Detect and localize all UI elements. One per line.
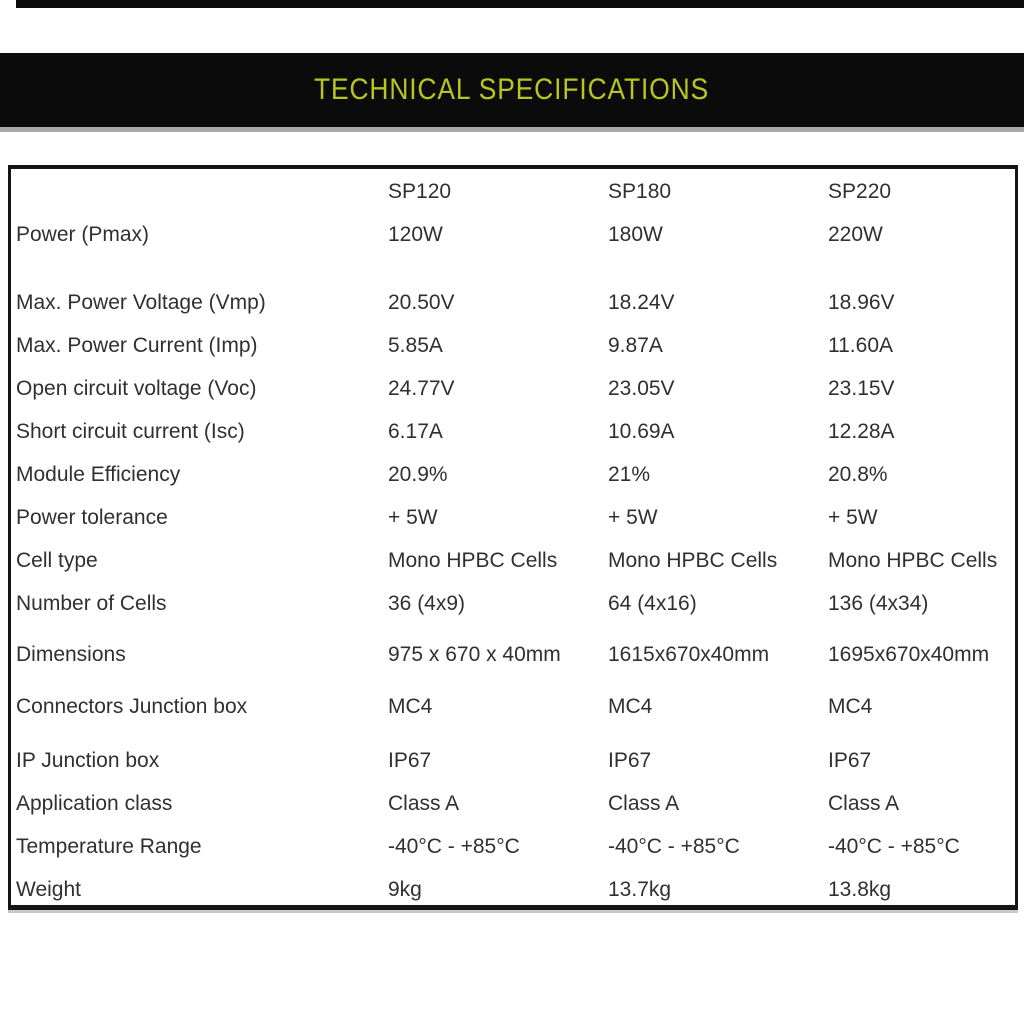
column-header-sp180: SP180 [608, 179, 672, 203]
table-row-cell-type: Cell type Mono HPBC Cells Mono HPBC Cell… [11, 539, 1015, 582]
page-title: TECHNICAL SPECIFICATIONS [314, 73, 710, 106]
spec-value: 120W [388, 222, 443, 246]
spec-label: Application class [16, 791, 173, 815]
table-row-max-power-voltage: Max. Power Voltage (Vmp) 20.50V 18.24V 1… [11, 281, 1015, 324]
spec-value: 20.8% [828, 462, 888, 486]
spec-value: + 5W [828, 505, 878, 529]
spec-value: Class A [388, 791, 460, 815]
spec-value: 24.77V [388, 376, 455, 400]
table-row-connectors-junction-box: Connectors Junction box MC4 MC4 MC4 [11, 685, 1015, 728]
table-row-module-efficiency: Module Efficiency 20.9% 21% 20.8% [11, 453, 1015, 496]
spec-value: 36 (4x9) [388, 591, 466, 615]
spec-value: 9kg [388, 877, 422, 901]
spec-value: IP67 [608, 748, 652, 772]
spec-value: Class A [608, 791, 680, 815]
spec-value: + 5W [388, 505, 438, 529]
table-row-weight: Weight 9kg 13.7kg 13.8kg [11, 868, 1015, 905]
table-row-power: Power (Pmax) 120W 180W 220W [11, 213, 1015, 256]
spec-value: 220W [828, 222, 883, 246]
spec-value: 1695x670x40mm [828, 642, 990, 666]
table-row-short-circuit-current: Short circuit current (Isc) 6.17A 10.69A… [11, 410, 1015, 453]
spec-value: Mono HPBC Cells [828, 548, 998, 572]
specifications-table: SP120 SP180 SP220 Power (Pmax) 120W 180W… [8, 165, 1018, 910]
spec-value: 6.17A [388, 419, 443, 443]
spec-value: 11.60A [828, 333, 893, 357]
column-header-sp220: SP220 [828, 179, 892, 203]
table-row-temperature-range: Temperature Range -40°C - +85°C -40°C - … [11, 825, 1015, 868]
spec-value: 21% [608, 462, 651, 486]
section-banner: TECHNICAL SPECIFICATIONS [0, 53, 1024, 132]
spec-value: -40°C - +85°C [608, 834, 740, 858]
spec-label: Weight [16, 877, 81, 901]
spec-value: 136 (4x34) [828, 591, 929, 615]
spec-label: Power (Pmax) [16, 222, 150, 246]
spec-value: -40°C - +85°C [388, 834, 520, 858]
top-edge-bar [16, 0, 1024, 8]
spec-label: Dimensions [16, 642, 126, 666]
spec-label: IP Junction box [16, 748, 160, 772]
spec-value: MC4 [608, 694, 653, 718]
spec-value: 13.7kg [608, 877, 672, 901]
spec-label: Module Efficiency [16, 462, 181, 486]
spec-value: 23.15V [828, 376, 895, 400]
table-row-power-tolerance: Power tolerance + 5W + 5W + 5W [11, 496, 1015, 539]
spec-value: Mono HPBC Cells [608, 548, 778, 572]
table-row-max-power-current: Max. Power Current (Imp) 5.85A 9.87A 11.… [11, 324, 1015, 367]
spec-value: IP67 [828, 748, 872, 772]
spec-label: Number of Cells [16, 591, 167, 615]
spec-value: + 5W [608, 505, 658, 529]
spec-label: Power tolerance [16, 505, 168, 529]
spec-value: 64 (4x16) [608, 591, 697, 615]
spec-value: 13.8kg [828, 877, 892, 901]
spec-value: 20.9% [388, 462, 448, 486]
spec-value: 10.69A [608, 419, 675, 443]
spec-value: 9.87A [608, 333, 663, 357]
spec-value: 18.96V [828, 290, 895, 314]
table-row-open-circuit-voltage: Open circuit voltage (Voc) 24.77V 23.05V… [11, 367, 1015, 410]
spec-value: 1615x670x40mm [608, 642, 770, 666]
table-row-application-class: Application class Class A Class A Class … [11, 782, 1015, 825]
spec-label: Max. Power Current (Imp) [16, 333, 258, 357]
spec-value: IP67 [388, 748, 432, 772]
spec-value: Class A [828, 791, 900, 815]
spec-value: 975 x 670 x 40mm [388, 642, 561, 666]
table-row-number-of-cells: Number of Cells 36 (4x9) 64 (4x16) 136 (… [11, 582, 1015, 625]
table-row-dimensions: Dimensions 975 x 670 x 40mm 1615x670x40m… [11, 633, 1015, 676]
table-header-row: SP120 SP180 SP220 [11, 170, 1015, 213]
spec-value: Mono HPBC Cells [388, 548, 558, 572]
spec-value: 5.85A [388, 333, 443, 357]
spec-value: MC4 [388, 694, 433, 718]
spec-label: Connectors Junction box [16, 694, 248, 718]
table-row-ip-junction-box: IP Junction box IP67 IP67 IP67 [11, 739, 1015, 782]
spec-value: 23.05V [608, 376, 675, 400]
spec-label: Open circuit voltage (Voc) [16, 376, 257, 400]
spec-value: 20.50V [388, 290, 455, 314]
spec-label: Temperature Range [16, 834, 202, 858]
spec-label: Cell type [16, 548, 98, 572]
spec-label: Max. Power Voltage (Vmp) [16, 290, 266, 314]
spec-value: 12.28A [828, 419, 895, 443]
spec-label: Short circuit current (Isc) [16, 419, 245, 443]
spec-value: MC4 [828, 694, 873, 718]
spec-value: 18.24V [608, 290, 675, 314]
column-header-sp120: SP120 [388, 179, 452, 203]
spec-value: -40°C - +85°C [828, 834, 960, 858]
spec-value: 180W [608, 222, 663, 246]
